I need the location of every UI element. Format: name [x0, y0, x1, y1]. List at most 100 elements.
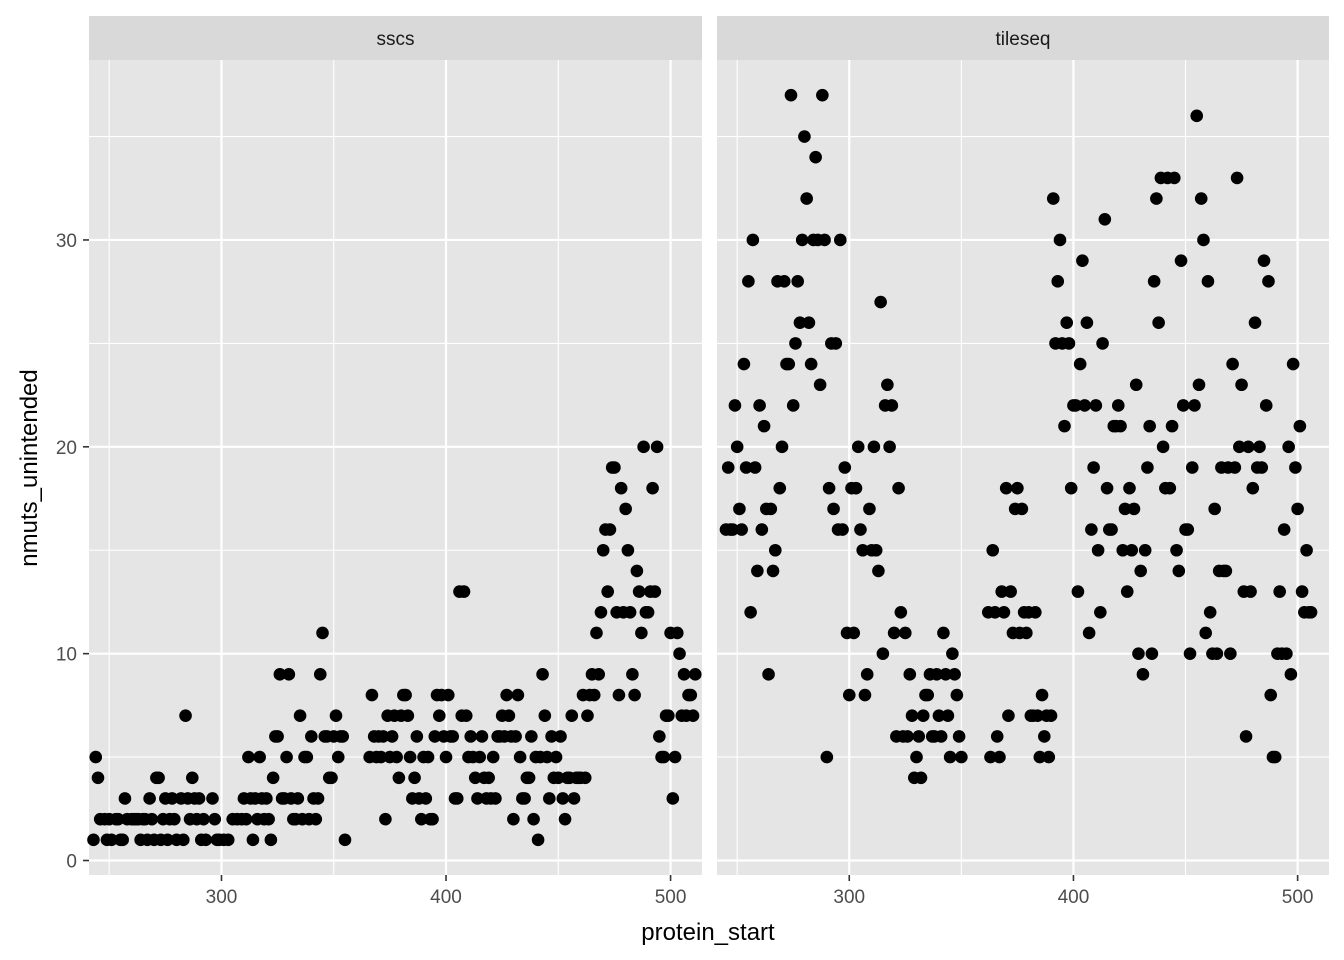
- data-point: [912, 730, 926, 743]
- data-point: [567, 792, 581, 805]
- data-point: [1235, 378, 1248, 392]
- data-point: [1300, 543, 1313, 557]
- data-point: [1143, 419, 1156, 433]
- data-point: [177, 833, 190, 847]
- data-point: [1291, 502, 1304, 516]
- data-point: [1064, 481, 1078, 495]
- data-point: [502, 709, 516, 723]
- data-point: [1246, 481, 1260, 495]
- data-point: [677, 668, 691, 681]
- data-point: [336, 730, 350, 743]
- data-point: [1127, 502, 1141, 516]
- data-point: [379, 812, 392, 826]
- data-point: [329, 709, 343, 723]
- data-point: [118, 792, 132, 805]
- data-point: [662, 709, 675, 723]
- data-point: [869, 543, 883, 557]
- data-point: [930, 668, 943, 681]
- data-point: [1033, 750, 1047, 764]
- data-point: [475, 730, 489, 743]
- data-point: [728, 399, 742, 412]
- data-point: [854, 523, 867, 536]
- data-point: [1165, 419, 1179, 433]
- data-point: [531, 833, 545, 847]
- data-point: [316, 626, 329, 640]
- data-point: [1183, 647, 1197, 660]
- data-point: [540, 750, 554, 764]
- data-point: [1253, 440, 1266, 454]
- data-point: [401, 709, 415, 723]
- data-point: [1134, 564, 1147, 578]
- data-point: [789, 337, 802, 350]
- data-point: [511, 688, 525, 702]
- y-axis: 0 10 20 30: [56, 231, 89, 873]
- data-point: [587, 688, 601, 702]
- data-point: [630, 564, 644, 578]
- data-point: [1277, 523, 1291, 536]
- data-point: [793, 316, 807, 330]
- data-point: [883, 440, 896, 454]
- data-point: [887, 626, 901, 640]
- data-point: [993, 750, 1006, 764]
- data-point: [735, 523, 748, 536]
- facet-strip: [89, 16, 702, 60]
- data-point: [1172, 564, 1186, 578]
- x-tick-label: 500: [1282, 887, 1314, 908]
- data-point: [242, 750, 255, 764]
- data-point: [932, 709, 946, 723]
- data-point: [1076, 254, 1089, 267]
- x-tick-label: 300: [833, 887, 865, 908]
- data-point: [768, 543, 782, 557]
- data-point: [721, 461, 735, 474]
- data-point: [1174, 254, 1188, 267]
- panel-tileseq: tileseq 300 400 500: [717, 16, 1329, 908]
- data-point: [1094, 605, 1107, 619]
- data-point: [1002, 709, 1015, 723]
- data-point: [439, 750, 453, 764]
- data-point: [851, 440, 865, 454]
- data-point: [1087, 461, 1100, 474]
- data-point: [581, 709, 594, 723]
- data-point: [1138, 543, 1152, 557]
- data-point: [822, 481, 836, 495]
- data-point: [331, 750, 345, 764]
- data-point: [1051, 275, 1065, 288]
- data-point: [1147, 275, 1161, 288]
- data-point: [556, 792, 570, 805]
- data-point: [410, 730, 424, 743]
- data-point: [641, 605, 655, 619]
- data-point: [1168, 171, 1181, 185]
- data-point: [903, 668, 917, 681]
- data-point: [518, 792, 531, 805]
- points-sscs: [87, 440, 702, 847]
- data-point: [952, 730, 966, 743]
- data-point: [671, 626, 684, 640]
- data-point: [921, 688, 935, 702]
- data-point: [948, 668, 961, 681]
- data-point: [558, 812, 572, 826]
- data-point: [376, 730, 390, 743]
- data-point: [280, 750, 293, 764]
- data-point: [111, 812, 125, 826]
- data-point: [192, 792, 206, 805]
- data-point: [1233, 440, 1246, 454]
- data-point: [264, 833, 278, 847]
- data-point: [899, 626, 912, 640]
- data-point: [1042, 750, 1056, 764]
- data-point: [1085, 523, 1098, 536]
- data-point: [1197, 233, 1210, 247]
- data-point: [1280, 647, 1293, 660]
- data-point: [197, 812, 210, 826]
- data-point: [885, 399, 899, 412]
- data-point: [313, 668, 327, 681]
- data-point: [635, 626, 648, 640]
- data-point: [554, 730, 567, 743]
- data-point: [513, 750, 527, 764]
- data-point: [621, 543, 635, 557]
- data-point: [757, 419, 771, 433]
- data-point: [311, 792, 325, 805]
- data-point: [1111, 399, 1125, 412]
- data-point: [338, 833, 352, 847]
- data-point: [872, 564, 885, 578]
